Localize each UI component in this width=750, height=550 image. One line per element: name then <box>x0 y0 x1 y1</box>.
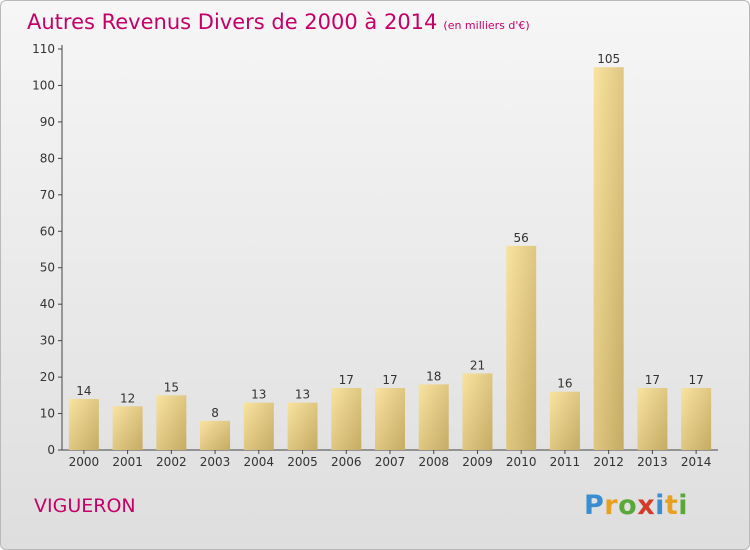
logo-letter-o: o <box>618 490 638 521</box>
bar-value-label: 17 <box>339 373 354 387</box>
x-tick-label: 2012 <box>593 455 624 469</box>
bar <box>156 395 187 450</box>
bar-value-label: 56 <box>514 231 529 245</box>
x-tick-label: 2014 <box>681 455 712 469</box>
y-tick-label: 0 <box>47 443 55 457</box>
x-tick-label: 2009 <box>462 455 493 469</box>
x-tick-label: 2007 <box>375 455 406 469</box>
y-tick-label: 50 <box>40 261 55 275</box>
bar <box>200 420 231 450</box>
x-tick-label: 2002 <box>156 455 187 469</box>
x-tick-label: 2010 <box>506 455 537 469</box>
bar <box>462 373 493 450</box>
bar-value-label: 17 <box>688 373 703 387</box>
y-tick-label: 30 <box>40 334 55 348</box>
bar <box>68 398 99 450</box>
y-tick-label: 80 <box>40 151 55 165</box>
x-tick-label: 2008 <box>418 455 449 469</box>
bar <box>112 406 143 450</box>
bar-value-label: 8 <box>211 406 219 420</box>
y-tick-label: 100 <box>32 78 55 92</box>
x-tick-label: 2005 <box>287 455 318 469</box>
bar <box>375 388 405 450</box>
bar <box>549 391 580 450</box>
chart-title: Autres Revenus Divers de 2000 à 2014 (en … <box>27 10 530 34</box>
y-tick-label: 70 <box>40 188 55 202</box>
bar-value-label: 12 <box>120 391 135 405</box>
chart-data-labels: 14 12 15 8 13 13 17 17 18 21 56 16 105 17 17 <box>76 52 704 420</box>
y-tick-label: 10 <box>40 407 55 421</box>
y-tick-label: 40 <box>40 297 55 311</box>
bar-value-label: 105 <box>597 52 620 66</box>
logo-letter-i1: i <box>655 490 665 521</box>
bar-value-label: 15 <box>164 380 179 394</box>
chart-x-tick-labels: 2000 2001 2002 2003 2004 2005 2006 2007 2008 2009… <box>69 455 712 469</box>
bar <box>243 402 274 450</box>
y-tick-label: 60 <box>40 224 55 238</box>
chart-subtitle: (en milliers d'€) <box>443 19 530 32</box>
bar-value-label: 17 <box>645 373 660 387</box>
logo-letter-x: x <box>637 490 656 521</box>
x-tick-label: 2011 <box>550 455 581 469</box>
chart-y-tick-labels: 0 10 20 30 40 50 60 70 80 90 100 110 <box>32 42 55 457</box>
chart-title-text: Autres Revenus Divers de 2000 à 2014 <box>27 10 438 34</box>
logo-letter-t: t <box>664 490 679 521</box>
bar <box>637 388 668 450</box>
x-tick-label: 2006 <box>331 455 362 469</box>
bar-value-label: 18 <box>426 369 441 383</box>
proxiti-logo: Proxiti <box>584 490 688 521</box>
bar <box>593 67 624 451</box>
y-tick-label: 110 <box>32 42 55 56</box>
bar-value-label: 17 <box>382 373 397 387</box>
bar <box>506 245 537 450</box>
bar-value-label: 14 <box>76 384 91 398</box>
bar-value-label: 13 <box>295 388 310 402</box>
bar <box>331 388 362 450</box>
x-tick-label: 2003 <box>200 455 231 469</box>
logo-letter-i2: i <box>678 490 689 521</box>
bar <box>287 402 318 450</box>
x-tick-label: 2001 <box>112 455 143 469</box>
bar <box>681 388 712 450</box>
y-tick-label: 90 <box>40 115 55 129</box>
bar-value-label: 16 <box>557 377 572 391</box>
bar-value-label: 13 <box>251 388 266 402</box>
logo-letter-r: r <box>604 490 619 521</box>
city-name: VIGUERON <box>34 495 136 517</box>
x-tick-label: 2013 <box>637 455 668 469</box>
x-tick-label: 2004 <box>244 455 275 469</box>
bar-value-label: 21 <box>470 358 485 372</box>
y-tick-label: 20 <box>40 370 55 384</box>
logo-letter-p: P <box>584 490 605 521</box>
x-tick-label: 2000 <box>69 455 100 469</box>
chart-bars <box>68 67 712 451</box>
bar <box>418 384 449 450</box>
